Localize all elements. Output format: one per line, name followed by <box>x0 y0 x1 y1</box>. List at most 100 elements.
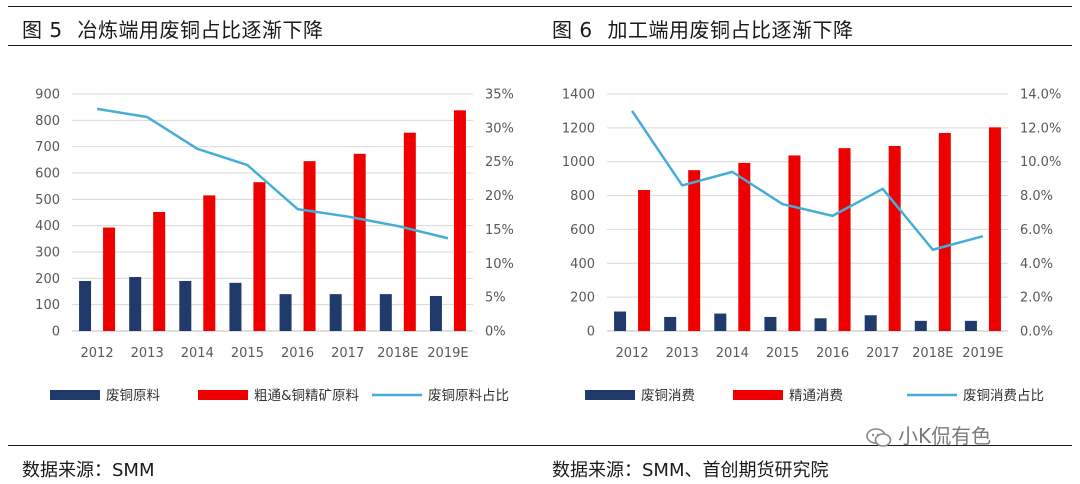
left-y-right-tick: 30% <box>485 121 514 136</box>
right-source-note: 数据来源：SMM、首创期货研究院 <box>552 460 829 481</box>
left-y-left-tick: 200 <box>35 272 60 287</box>
right-y-right-tick: 8.0% <box>1020 189 1053 204</box>
watermark-text: 小K侃有色 <box>898 424 992 448</box>
left-x-tick: 2017 <box>331 346 364 361</box>
left-figure-number: 图 5 <box>22 18 63 42</box>
left-figure-caption: 冶炼端用废铜占比逐渐下降 <box>77 18 324 42</box>
watermark: 小K侃有色 <box>866 420 991 449</box>
left-share-line <box>96 107 449 240</box>
left-source-note: 数据来源：SMM <box>22 460 155 481</box>
right-y-right-tick: 10.0% <box>1020 155 1061 170</box>
right-legend-label: 废铜消费占比 <box>963 388 1044 404</box>
right-x-tick: 2012 <box>616 346 649 361</box>
left-legend-swatch <box>198 390 248 400</box>
right-bar-refined <box>938 132 951 331</box>
left-x-tick: 2012 <box>81 346 114 361</box>
left-bar-scrap <box>379 294 392 331</box>
right-bar-scrap <box>814 318 827 331</box>
left-y-left-tick: 400 <box>35 219 60 234</box>
left-y-left-tick: 500 <box>35 193 60 208</box>
right-y-left-tick: 800 <box>570 189 595 204</box>
left-y-left-tick: 800 <box>35 114 60 129</box>
right-y-left-tick: 200 <box>570 291 595 306</box>
right-legend-label: 精通消费 <box>789 388 843 404</box>
right-x-tick: 2014 <box>716 346 749 361</box>
left-y-right-tick: 25% <box>485 155 514 170</box>
left-bar-refined <box>453 110 466 332</box>
right-x-tick: 2015 <box>766 346 799 361</box>
right-legend-label: 废铜消费 <box>641 388 695 404</box>
right-bar-refined <box>888 145 901 331</box>
left-bar-refined <box>403 132 416 331</box>
left-y-right-tick: 0% <box>485 325 506 340</box>
left-x-tick: 2018E <box>377 346 418 361</box>
left-bar-refined <box>103 227 116 331</box>
right-legend-swatch <box>733 390 783 400</box>
left-x-tick: 2019E <box>427 346 468 361</box>
right-bar-refined <box>638 189 651 331</box>
right-y-left-tick: 400 <box>570 257 595 272</box>
left-y-left-tick: 300 <box>35 246 60 261</box>
right-legend-swatch <box>585 390 635 400</box>
left-bar-refined <box>203 195 216 331</box>
left-x-tick: 2015 <box>231 346 264 361</box>
left-y-left-tick: 100 <box>35 298 60 313</box>
left-y-right-tick: 10% <box>485 257 514 272</box>
right-x-tick: 2019E <box>962 346 1003 361</box>
right-figure-caption: 加工端用废铜占比逐渐下降 <box>607 18 854 42</box>
right-y-right-tick: 4.0% <box>1020 257 1053 272</box>
right-bar-refined <box>738 162 751 331</box>
right-bar-refined <box>988 127 1001 331</box>
left-y-right-tick: 20% <box>485 189 514 204</box>
left-bar-refined <box>253 182 266 331</box>
title-rule <box>8 45 1072 46</box>
left-y-left-tick: 900 <box>35 88 60 103</box>
left-legend-label: 废铜原料占比 <box>428 388 509 404</box>
top-rule <box>8 6 1072 7</box>
right-y-right-tick: 0.0% <box>1020 325 1053 340</box>
left-x-tick: 2013 <box>131 346 164 361</box>
right-x-tick: 2016 <box>816 346 849 361</box>
left-x-tick: 2016 <box>281 346 314 361</box>
right-y-left-tick: 1200 <box>562 121 595 136</box>
right-y-right-tick: 12.0% <box>1020 121 1061 136</box>
left-bar-scrap <box>179 280 192 331</box>
right-bar-scrap <box>764 316 777 331</box>
right-chart-title: 图 6 加工端用废铜占比逐渐下降 <box>552 14 853 43</box>
right-x-tick: 2013 <box>666 346 699 361</box>
right-bar-scrap <box>714 313 727 331</box>
left-bar-refined <box>353 153 366 331</box>
right-y-right-tick: 14.0% <box>1020 88 1061 103</box>
chat-bubbles-icon <box>866 427 892 447</box>
left-chart: 0 100 200 300 400 500 600 700 800 900 0% 5% 10% 15% 20… <box>35 88 514 405</box>
right-y-right-tick: 6.0% <box>1020 223 1053 238</box>
left-bar-scrap <box>329 294 342 331</box>
left-y-left-tick: 700 <box>35 140 60 155</box>
right-bar-scrap <box>614 311 627 331</box>
right-y-left-tick: 600 <box>570 223 595 238</box>
right-share-line <box>631 110 984 251</box>
right-y-right-tick: 2.0% <box>1020 291 1053 306</box>
right-bar-scrap <box>664 316 677 331</box>
left-legend-label: 粗通&铜精矿原料 <box>254 388 360 404</box>
right-x-tick: 2017 <box>866 346 899 361</box>
left-bar-scrap <box>79 280 92 331</box>
right-y-left-tick: 1000 <box>562 155 595 170</box>
right-bar-refined <box>838 148 851 331</box>
right-chart: 0 200 400 600 800 1000 1200 1400 0.0% 2.0% 4.0% 6.0… <box>562 88 1061 405</box>
source-rule <box>8 445 1072 446</box>
left-chart-title: 图 5 冶炼端用废铜占比逐渐下降 <box>22 14 323 43</box>
right-bar-scrap <box>864 315 877 331</box>
right-y-left-tick: 0 <box>587 325 595 340</box>
left-x-tick: 2014 <box>181 346 214 361</box>
right-x-tick: 2018E <box>912 346 953 361</box>
left-bar-refined <box>153 211 166 331</box>
right-y-left-tick: 1400 <box>562 88 595 103</box>
left-y-right-tick: 35% <box>485 88 514 103</box>
left-bar-scrap <box>129 277 142 331</box>
left-y-right-tick: 5% <box>485 291 506 306</box>
left-legend-label: 废铜原料 <box>106 388 160 404</box>
left-y-right-tick: 15% <box>485 223 514 238</box>
right-bar-refined <box>688 170 701 331</box>
left-bar-refined <box>303 161 316 331</box>
